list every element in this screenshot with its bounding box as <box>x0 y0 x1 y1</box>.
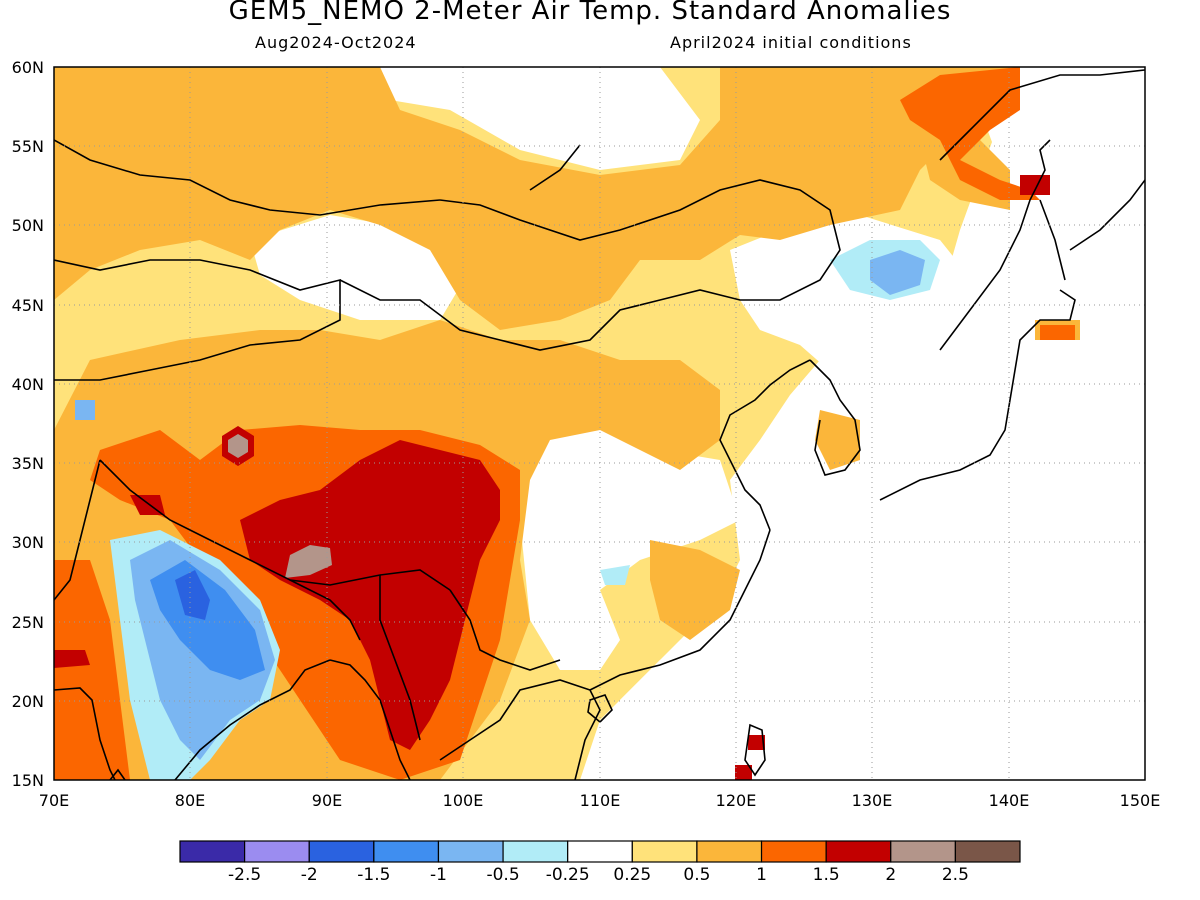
border-himalaya <box>99 459 451 591</box>
lat-label: 50N <box>12 216 44 235</box>
anomaly-region-white-east <box>520 420 740 670</box>
anomaly-region-darkorange-japan <box>1040 325 1075 340</box>
lat-label: 35N <box>12 454 44 473</box>
anomaly-region-darkorange-india-west <box>54 560 130 780</box>
border-kazakh <box>54 259 341 381</box>
initial-conditions: April2024 initial conditions <box>670 33 912 52</box>
border-china-mongolia <box>339 179 841 351</box>
colorbar-label: 1.5 <box>813 865 840 885</box>
colorbar-label: 2 <box>885 865 896 885</box>
colorbar-swatch <box>890 840 956 863</box>
colorbar-label: -0.5 <box>486 865 519 885</box>
anomaly-region-orange-north <box>54 67 1020 330</box>
lon-label: 80E <box>175 791 205 810</box>
anomaly-region-red-philippines <box>735 765 752 780</box>
colorbar-swatch <box>179 840 246 863</box>
lon-label: 110E <box>580 791 621 810</box>
lat-label: 20N <box>12 692 44 711</box>
anomaly-region-lightblue-china <box>600 565 630 585</box>
anomaly-region-red-taiwan <box>748 735 765 750</box>
lat-label: 55N <box>12 137 44 156</box>
latitude-labels: 15N 20N 25N 30N 35N 40N 45N 50N 55N 60N <box>12 58 44 790</box>
coast-hainan <box>587 694 613 724</box>
colorbar: -2.5 -2 -1.5 -1 -0.5 -0.25 0.25 0.5 1 1.5 2 2.5 <box>179 840 1021 885</box>
colorbar-swatch <box>954 840 1021 863</box>
lat-label: 30N <box>12 533 44 552</box>
lon-label: 70E <box>39 791 69 810</box>
anomaly-region-white-north <box>380 67 700 170</box>
anomaly-region-red-sakhalin <box>1020 175 1050 195</box>
anomaly-region-orange-korea <box>815 410 860 470</box>
lat-label: 15N <box>12 771 44 790</box>
lon-label: 140E <box>989 791 1030 810</box>
lon-label: 90E <box>312 791 342 810</box>
coast-taiwan <box>744 723 766 777</box>
border-ne-india <box>289 579 361 641</box>
gridlines <box>54 67 1145 780</box>
lat-label: 45N <box>12 296 44 315</box>
anomaly-region-tan-tarim <box>228 434 248 458</box>
lat-label: 60N <box>12 58 44 77</box>
anomaly-region-red-tibet <box>240 440 500 750</box>
colorbar-label: -1 <box>430 865 447 885</box>
colorbar-swatch <box>308 840 375 863</box>
coast-kamchatka <box>1069 179 1145 251</box>
colorbar-swatch <box>502 840 569 863</box>
anomaly-region-white-kamchatka <box>980 67 1145 300</box>
colorbar-swatch <box>696 840 763 863</box>
coast-korea <box>809 359 861 476</box>
border-russia-south <box>54 139 441 216</box>
lat-label: 25N <box>12 613 44 632</box>
anomaly-region-orange-eastchina <box>650 540 740 640</box>
colorbar-label: -2.5 <box>228 865 261 885</box>
lon-label: 130E <box>852 791 893 810</box>
anomaly-region-midblue-manchuria <box>870 250 925 295</box>
coast-sri-lanka <box>109 768 126 780</box>
lat-label: 40N <box>12 375 44 394</box>
anomaly-fill <box>54 67 1145 780</box>
map-frame <box>53 66 1146 781</box>
coast-china-south <box>589 529 771 691</box>
colorbar-label: -1.5 <box>357 865 390 885</box>
lon-label: 150E <box>1120 791 1161 810</box>
anomaly-region-tan-tibet <box>285 545 332 578</box>
lon-label: 100E <box>443 791 484 810</box>
anomaly-region-darkblue-india <box>175 570 210 620</box>
lon-label: 120E <box>716 791 757 810</box>
colorbar-label: -0.25 <box>546 865 590 885</box>
coast-india-west <box>54 687 116 780</box>
border-myanmar <box>379 575 421 741</box>
coastlines-and-borders <box>54 69 1145 780</box>
coast-okhotsk <box>939 69 1145 161</box>
colorbar-label: 1 <box>756 865 767 885</box>
colorbar-swatch <box>373 840 440 863</box>
colorbar-swatch <box>631 840 698 863</box>
anomaly-region-red-india-west <box>54 650 90 668</box>
colorbar-swatch <box>244 840 310 863</box>
colorbar-label: 0.25 <box>613 865 651 885</box>
coast-russia-pacific <box>939 139 1051 351</box>
anomaly-region-darkorange-ne-siberia <box>900 67 1040 200</box>
coast-bay-of-bengal <box>329 659 411 780</box>
colorbar-label: -2 <box>301 865 318 885</box>
colorbar-label: 0.5 <box>683 865 710 885</box>
coast-sakhalin <box>1039 199 1066 281</box>
coast-china-east <box>719 359 811 531</box>
colorbar-swatch <box>437 840 504 863</box>
coast-baikal <box>529 144 581 191</box>
coast-india-east <box>174 659 331 780</box>
longitude-labels: 70E 80E 90E 100E 110E 120E 130E 140E 150… <box>39 791 1161 810</box>
colorbar-swatch <box>567 840 633 863</box>
coast-japan <box>879 289 1076 501</box>
colorbar-swatch <box>760 840 827 863</box>
map-title: GEM5_NEMO 2-Meter Air Temp. Standard Ano… <box>228 0 952 26</box>
border-china-sea-asia <box>449 589 561 671</box>
border-india-pakistan <box>54 459 101 601</box>
anomaly-region-lightblue-pamir <box>75 400 95 420</box>
colorbar-label: 2.5 <box>942 865 969 885</box>
coast-southeast-asia <box>439 679 601 780</box>
colorbar-swatch <box>825 840 892 863</box>
forecast-period: Aug2024-Oct2024 <box>255 33 417 52</box>
